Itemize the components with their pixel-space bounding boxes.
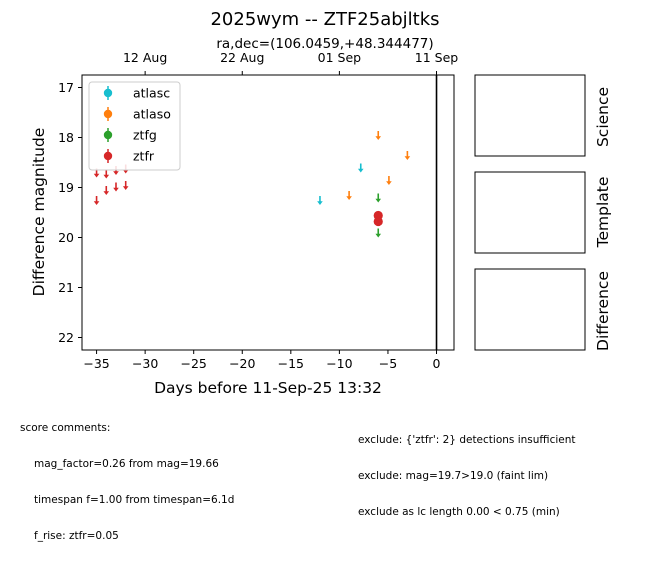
legend-label: atlasc — [133, 86, 170, 101]
ztfr-detection-marker — [373, 216, 383, 227]
ztfr-upper-limit-arrow — [122, 169, 129, 174]
ztfg-upper-limit-marker — [375, 193, 382, 203]
legend-box — [88, 81, 181, 171]
legend-marker — [103, 109, 113, 119]
top-tick-label: 11 Sep — [415, 50, 459, 65]
legend-entry-atlaso: atlaso — [103, 107, 171, 122]
ztfr-upper-limit-marker — [103, 186, 110, 195]
score-comments: score comments: mag_factor=0.26 from mag… — [20, 398, 234, 566]
exclude-comment-line: exclude as lc length 0.00 < 0.75 (min) — [358, 506, 560, 518]
legend-marker — [103, 88, 113, 98]
chart-subtitle: ra,dec=(106.0459,+48.344477) — [216, 36, 433, 52]
y-tick-label: 21 — [58, 280, 74, 295]
legend: atlasc atlaso ztfg ztfr — [88, 81, 181, 171]
atlaso-upper-limit-arrow — [386, 181, 392, 185]
score-comment-line: f_rise: ztfr=0.05 — [34, 530, 119, 542]
x-tick-label: 0 — [433, 356, 441, 371]
y-tick-label: 17 — [58, 80, 74, 95]
legend-label: ztfr — [133, 149, 155, 164]
ztfg-upper-limit-arrow — [375, 233, 382, 238]
y-axis-label: Difference magnitude — [30, 128, 48, 297]
x-tick-label: −5 — [379, 356, 397, 371]
x-tick-label: −10 — [326, 356, 352, 371]
atlaso-upper-limit-arrow — [404, 156, 411, 160]
atlaso-upper-limit-marker — [386, 176, 392, 185]
chart-title: 2025wym -- ZTF25abjltks — [210, 9, 439, 30]
ztfr-upper-limit-marker — [122, 181, 129, 190]
atlasc-upper-limit-marker — [317, 196, 323, 205]
template-stamp — [474, 171, 586, 254]
atlaso-upper-limit-arrow — [346, 196, 352, 200]
template-label: Template — [594, 177, 612, 249]
legend-label: ztfg — [133, 128, 157, 143]
score-comments-header: score comments: — [20, 422, 111, 434]
light-curve-figure: 2025wym -- ZTF25abjltks ra,dec=(106.0459… — [30, 9, 612, 397]
axes-frame — [81, 74, 455, 351]
atlasc-upper-limit-arrow — [317, 201, 323, 205]
y-tick-label: 20 — [58, 230, 74, 245]
x-axis: −35 −30 −25 −20 −15 −10 −5 0 — [83, 350, 441, 371]
x-tick-label: −25 — [181, 356, 207, 371]
ztfr-upper-limit-arrow — [93, 201, 100, 205]
score-comment-line: timespan f=1.00 from timespan=6.1d — [34, 494, 235, 506]
legend-entry-ztfr: ztfr — [103, 149, 155, 164]
legend-marker — [103, 130, 113, 140]
ztfg-upper-limit-marker — [375, 228, 382, 238]
science-stamp — [474, 74, 586, 157]
exclude-comment-line: exclude: {'ztfr': 2} detections insuffic… — [358, 434, 576, 446]
ztfr-upper-limit-marker — [93, 196, 100, 205]
x-tick-label: −15 — [278, 356, 304, 371]
ztfr-upper-limit-arrow — [103, 174, 110, 179]
top-tick-label: 01 Sep — [318, 50, 362, 65]
page: 2025wym -- ZTF25abjltks ra,dec=(106.0459… — [20, 9, 612, 542]
legend-entry-ztfg: ztfg — [103, 128, 157, 143]
ztfr-upper-limit-marker — [113, 182, 119, 192]
legend-label: atlaso — [133, 107, 171, 122]
atlaso-upper-limit-marker — [375, 131, 382, 140]
plot-area: −35 −30 −25 −20 −15 −10 −5 0 12 Aug 22 Aug 01 Sep… — [58, 50, 458, 371]
legend-marker — [103, 151, 113, 161]
top-tick-label: 12 Aug — [123, 50, 167, 65]
atlaso-upper-limit-arrow — [375, 136, 382, 140]
exclude-comment-line: exclude: mag=19.7>19.0 (faint lim) — [358, 470, 549, 482]
ztfr-upper-limit-arrow — [103, 191, 110, 195]
top-date-axis: 12 Aug 22 Aug 01 Sep 11 Sep — [123, 50, 458, 75]
x-tick-label: −35 — [83, 356, 109, 371]
atlasc-upper-limit-arrow — [357, 168, 364, 173]
legend-entry-atlasc: atlasc — [103, 86, 170, 101]
atlasc-upper-limit-marker — [357, 163, 364, 173]
x-axis-label: Days before 11-Sep-25 13:32 — [154, 379, 382, 397]
x-tick-label: −20 — [229, 356, 255, 371]
x-tick-label: −30 — [132, 356, 158, 371]
score-comment-line: mag_factor=0.26 from mag=19.66 — [34, 458, 219, 470]
ztfr-upper-limit-marker — [103, 169, 110, 179]
y-tick-label: 22 — [58, 330, 74, 345]
difference-label: Difference — [594, 271, 612, 351]
exclude-comments: exclude: {'ztfr': 2} detections insuffic… — [358, 410, 576, 542]
atlaso-upper-limit-marker — [346, 191, 352, 200]
y-tick-label: 19 — [58, 180, 74, 195]
y-axis: 17 18 19 20 21 22 — [58, 80, 82, 345]
science-label: Science — [594, 87, 612, 147]
ztfr-upper-limit-arrow — [113, 187, 119, 192]
difference-stamp — [474, 268, 586, 351]
ztfr-upper-limit-arrow — [113, 171, 119, 175]
ztfr-detection-point — [373, 216, 383, 227]
image-stamps: Science Template Difference — [474, 74, 612, 351]
ztfr-upper-limit-arrow — [93, 173, 100, 178]
ztfg-upper-limit-arrow — [375, 198, 382, 203]
y-tick-label: 18 — [58, 130, 74, 145]
top-tick-label: 22 Aug — [220, 50, 264, 65]
atlaso-upper-limit-marker — [404, 151, 411, 160]
ztfr-upper-limit-arrow — [122, 186, 129, 190]
